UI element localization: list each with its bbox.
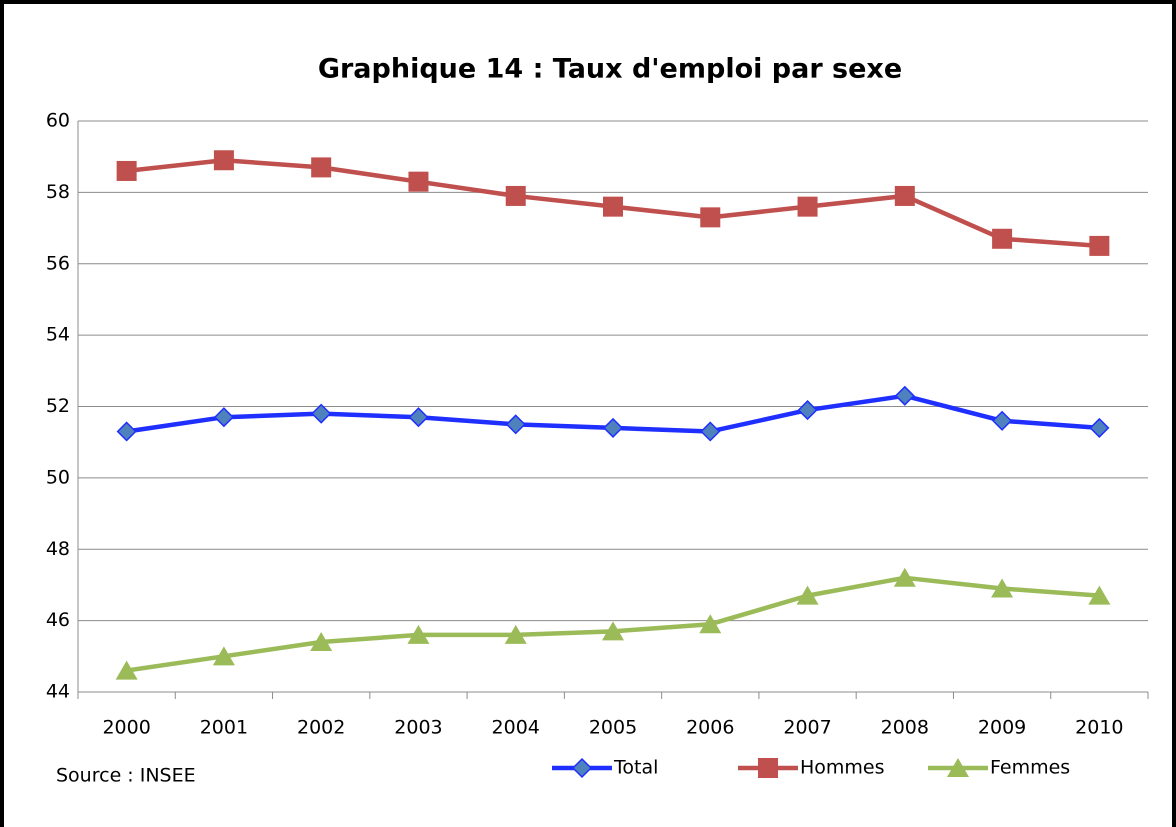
- marker: [992, 228, 1013, 249]
- legend-marker: [571, 757, 593, 779]
- marker: [602, 621, 624, 641]
- chart-title: Graphique 14 : Taux d'emploi par sexe: [318, 54, 902, 85]
- marker: [311, 403, 332, 424]
- marker: [700, 207, 721, 228]
- y-tick-label: 54: [46, 324, 70, 346]
- marker: [408, 407, 429, 428]
- x-tick-label: 2000: [102, 717, 150, 739]
- x-tick-label: 2004: [492, 717, 540, 739]
- marker: [1089, 235, 1110, 256]
- x-tick-label: 2001: [200, 717, 248, 739]
- legend-marker: [758, 758, 778, 778]
- x-tick-label: 2003: [394, 717, 442, 739]
- marker: [116, 421, 137, 442]
- marker: [992, 410, 1013, 431]
- x-tick-label: 2010: [1075, 717, 1123, 739]
- y-tick-label: 44: [46, 681, 70, 703]
- x-tick-label: 2009: [978, 717, 1026, 739]
- y-tick-label: 56: [46, 252, 70, 274]
- x-tick-label: 2006: [686, 717, 734, 739]
- marker: [213, 150, 234, 171]
- marker: [893, 567, 916, 587]
- marker: [311, 157, 332, 178]
- marker: [699, 614, 722, 634]
- legend-marker: [947, 758, 969, 777]
- marker: [894, 385, 915, 406]
- marker: [408, 171, 429, 192]
- marker: [797, 400, 818, 421]
- marker: [310, 632, 333, 652]
- marker: [797, 196, 818, 217]
- marker: [505, 414, 526, 435]
- x-tick-label: 2005: [589, 717, 637, 739]
- marker: [894, 185, 915, 206]
- y-tick-label: 50: [46, 466, 70, 488]
- x-tick-label: 2002: [297, 717, 345, 739]
- marker: [213, 407, 234, 428]
- legend-label: Femmes: [990, 757, 1070, 779]
- x-tick-label: 2008: [881, 717, 929, 739]
- marker: [796, 585, 819, 605]
- source-note: Source : INSEE: [56, 765, 196, 787]
- marker: [115, 660, 138, 680]
- marker: [700, 421, 721, 442]
- marker: [505, 185, 526, 206]
- marker: [1088, 585, 1111, 605]
- marker: [603, 196, 623, 217]
- y-tick-label: 52: [46, 395, 70, 417]
- marker: [212, 646, 235, 666]
- x-tick-label: 2007: [783, 717, 831, 739]
- marker: [602, 417, 624, 438]
- y-tick-label: 48: [46, 538, 70, 560]
- marker: [1089, 417, 1110, 438]
- marker: [991, 578, 1014, 598]
- legend-label: Hommes: [800, 757, 885, 779]
- y-tick-label: 46: [46, 609, 70, 631]
- marker: [407, 624, 430, 644]
- marker: [504, 624, 527, 644]
- marker: [116, 160, 137, 181]
- y-tick-label: 58: [46, 181, 70, 203]
- y-tick-label: 60: [46, 110, 70, 132]
- legend-label: Total: [613, 757, 658, 779]
